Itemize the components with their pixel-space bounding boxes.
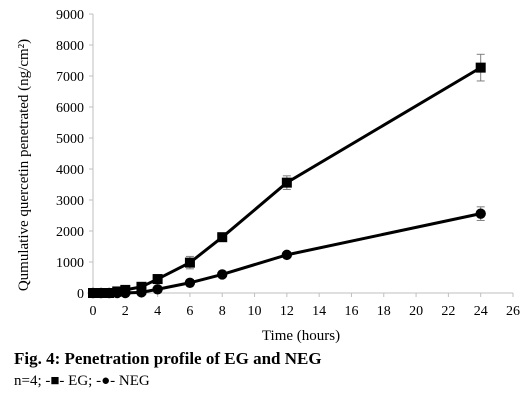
data-point-neg [136,287,147,298]
data-point-eg [136,281,147,292]
x-tick-label: 10 [248,304,262,319]
data-point-neg [152,284,163,295]
x-tick-label: 2 [122,304,129,319]
x-axis-title: Time (hours) [262,328,340,344]
x-tick-label: 14 [312,304,326,319]
y-tick-label: 7000 [56,70,84,85]
x-tick-label: 12 [280,304,294,319]
x-tick-label: 18 [377,304,391,319]
data-point-neg [281,249,293,261]
data-point-eg [217,232,228,243]
x-tick-label: 16 [344,304,358,319]
y-tick-label: 1000 [56,256,84,271]
y-tick-label: 3000 [56,194,84,209]
chart-axes [92,14,513,294]
series-eg [88,53,486,298]
data-point-eg [152,274,163,285]
y-tick-label: 5000 [56,132,84,147]
x-tick-label: 26 [506,304,520,319]
x-tick-label: 8 [219,304,226,319]
y-tick-label: 0 [77,287,84,302]
data-point-neg [112,287,123,299]
series-neg [87,206,486,299]
data-point-neg [87,287,99,299]
data-point-eg [184,257,195,268]
y-tick-label: 6000 [56,101,84,116]
chart-marks [87,53,486,299]
y-tick-label: 8000 [56,39,84,54]
x-tick-label: 24 [474,304,488,319]
y-tick-label: 9000 [56,8,84,23]
y-axis-title: Qumulative quercetin penetrated (ng/cm²) [16,39,32,291]
data-point-eg [475,62,486,73]
x-tick-label: 6 [186,304,193,319]
x-tick-label: 4 [154,304,161,319]
data-point-neg [103,287,115,299]
y-tick-label: 2000 [56,225,84,240]
x-tick-label: 20 [409,304,423,319]
data-point-neg [184,277,196,288]
figure-caption: Fig. 4: Penetration profile of EG and NE… [14,349,322,368]
y-tick-label: 4000 [56,163,84,178]
data-point-neg [120,287,131,299]
data-point-eg [281,177,292,188]
data-point-neg [475,208,486,219]
figure-legend-text: n=4; -■- EG; -●- NEG [14,373,150,389]
x-tick-label: 22 [441,304,455,319]
x-tick-label: 0 [90,304,97,319]
data-point-neg [95,287,107,299]
data-point-neg [217,269,228,280]
